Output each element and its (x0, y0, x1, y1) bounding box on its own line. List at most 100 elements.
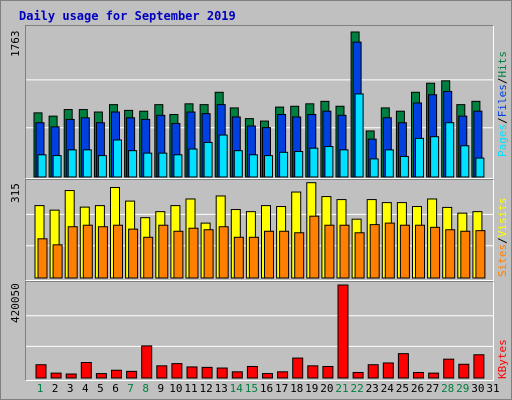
pages-bar (264, 155, 273, 178)
pages-bar (384, 149, 394, 178)
kbytes-panel (25, 281, 494, 381)
pages-bar (128, 150, 138, 178)
x-tick-label: 16 (259, 382, 274, 395)
x-tick-label: 27 (425, 382, 440, 395)
kbytes-bar (352, 371, 364, 379)
sites-bar (218, 226, 229, 279)
sites-bar (203, 229, 214, 279)
sites-bar (143, 236, 154, 279)
visits-sites-chart (26, 182, 493, 279)
kbytes-bar (95, 373, 107, 379)
pages-bar (158, 152, 168, 178)
sites-bar (399, 224, 410, 279)
sites-bar (445, 229, 456, 279)
pages-bar (354, 93, 364, 178)
sites-bar (415, 224, 425, 279)
x-tick-label: 8 (142, 382, 149, 395)
x-tick-label: 5 (97, 382, 104, 395)
kbytes-chart (26, 284, 493, 379)
legend-files: Files (496, 84, 509, 118)
pages-bar (37, 154, 47, 178)
pages-bar (233, 150, 243, 178)
kbytes-bar (307, 365, 319, 379)
x-tick-label: 25 (395, 382, 410, 395)
sites-bar (460, 230, 471, 279)
sites-bar (384, 222, 395, 279)
kbytes-bar (397, 353, 409, 379)
pages-bar (369, 158, 379, 178)
kbytes-bar (65, 373, 77, 379)
x-tick-label: 24 (380, 382, 394, 395)
pages-bar (415, 137, 424, 178)
x-tick-label: 7 (127, 382, 134, 395)
pages-bar (248, 154, 258, 178)
pages-bar (399, 155, 409, 178)
x-tick-label: 29 (456, 382, 470, 395)
x-tick-label: 4 (81, 382, 89, 395)
x-tick-label: 26 (410, 382, 425, 395)
pages-bar (460, 145, 470, 178)
x-tick-label: 12 (199, 382, 213, 395)
kbytes-bar (443, 358, 455, 379)
x-tick-label: 20 (320, 382, 334, 395)
visits-sites-panel (25, 179, 494, 281)
x-tick-label: 10 (169, 382, 183, 395)
sites-bar (248, 236, 259, 279)
sites-bar (324, 224, 335, 279)
sites-bar (475, 230, 486, 279)
kbytes-bar (141, 345, 153, 379)
x-tick-label: 18 (290, 382, 304, 395)
visits-ymax-label: 315 (9, 183, 22, 203)
kbytes-bar (186, 366, 198, 379)
kbytes-bar (35, 364, 47, 379)
pages-bar (143, 152, 153, 178)
pages-bar (52, 155, 62, 178)
kbytes-ymax-label: 420050 (9, 283, 22, 323)
chart-title: Daily usage for September 2019 (19, 9, 236, 23)
sites-bar (339, 224, 350, 279)
sites-bar (294, 232, 305, 279)
x-tick-label: 9 (157, 382, 165, 395)
kbytes-legend: KBytes (496, 339, 509, 379)
pages-bar (218, 134, 228, 178)
pages-bar (339, 149, 349, 178)
sites-bar (67, 226, 78, 279)
x-tick-label: 14 (229, 382, 243, 395)
pages-bar (67, 149, 77, 178)
sites-bar (37, 238, 48, 279)
kbytes-bar (171, 363, 183, 379)
kbytes-bar (80, 362, 92, 379)
sites-bar (128, 228, 139, 279)
kbytes-bar (216, 367, 228, 379)
x-tick-label: 23 (365, 382, 379, 395)
kbytes-bar (337, 284, 349, 379)
visits-legend: Sites/Visits (496, 198, 509, 278)
kbytes-bar (50, 372, 62, 379)
kbytes-bar (262, 373, 273, 379)
x-tick-label: 3 (66, 382, 74, 395)
sites-bar (173, 230, 184, 279)
x-tick-label: 31 (486, 382, 500, 395)
sites-bar (97, 226, 108, 279)
x-tick-label: 6 (112, 382, 119, 395)
pages-bar (324, 146, 334, 178)
kbytes-bar (201, 366, 213, 379)
x-tick-label: 19 (305, 382, 319, 395)
x-tick-label: 11 (184, 382, 198, 395)
hits-files-pages-panel (25, 25, 494, 179)
sites-bar (158, 224, 169, 279)
sites-bar (113, 224, 123, 279)
x-tick-label: 22 (350, 382, 364, 395)
x-tick-label: 2 (51, 382, 59, 395)
legend-hits: Hits (496, 51, 509, 78)
x-tick-label: 30 (471, 382, 485, 395)
kbytes-bar (428, 372, 440, 379)
x-tick-label: 1 (36, 382, 44, 395)
kbytes-bar (473, 354, 485, 379)
kbytes-bar (111, 369, 122, 379)
kbytes-bar (156, 365, 168, 379)
legend-sites: Sites (496, 243, 509, 277)
legend-kbytes: KBytes (496, 339, 509, 379)
sites-bar (279, 230, 290, 279)
